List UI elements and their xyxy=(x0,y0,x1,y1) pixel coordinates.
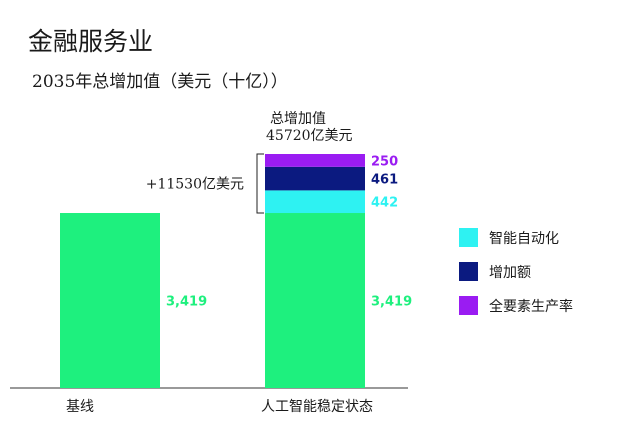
data-label: 442 xyxy=(371,196,398,211)
total-value-label: 45720亿美元 xyxy=(266,128,353,144)
plot-area: 3,419 基线 3,419 442 461 250 人工智能稳定状态 总增加值45720亿美… xyxy=(10,111,412,415)
bar-segment xyxy=(265,190,365,214)
chart-title: 金融服务业 xyxy=(28,27,153,56)
total-label: 总增加值 xyxy=(270,111,326,127)
data-label: 3,419 xyxy=(166,295,207,310)
legend-swatch xyxy=(459,228,478,247)
bar-segment xyxy=(265,154,365,167)
data-label: 250 xyxy=(371,154,398,169)
bar-segment xyxy=(265,166,365,191)
legend-label: 全要素生产率 xyxy=(489,298,573,315)
increase-label: +11530亿美元 xyxy=(146,177,244,193)
bar-segment xyxy=(60,213,160,388)
bar-segment xyxy=(265,213,365,388)
chart-subtitle: 2035年总增加值（美元（十亿）） xyxy=(32,72,288,92)
legend-label: 增加额 xyxy=(489,265,531,281)
legend-swatch xyxy=(459,262,478,281)
increase-bracket xyxy=(256,153,264,214)
data-label: 461 xyxy=(371,173,398,188)
category-label: 人工智能稳定状态 xyxy=(261,399,373,415)
legend-swatch xyxy=(459,296,478,315)
data-label: 3,419 xyxy=(371,295,412,310)
category-label: 基线 xyxy=(66,398,94,415)
legend-label: 智能自动化 xyxy=(489,231,559,247)
